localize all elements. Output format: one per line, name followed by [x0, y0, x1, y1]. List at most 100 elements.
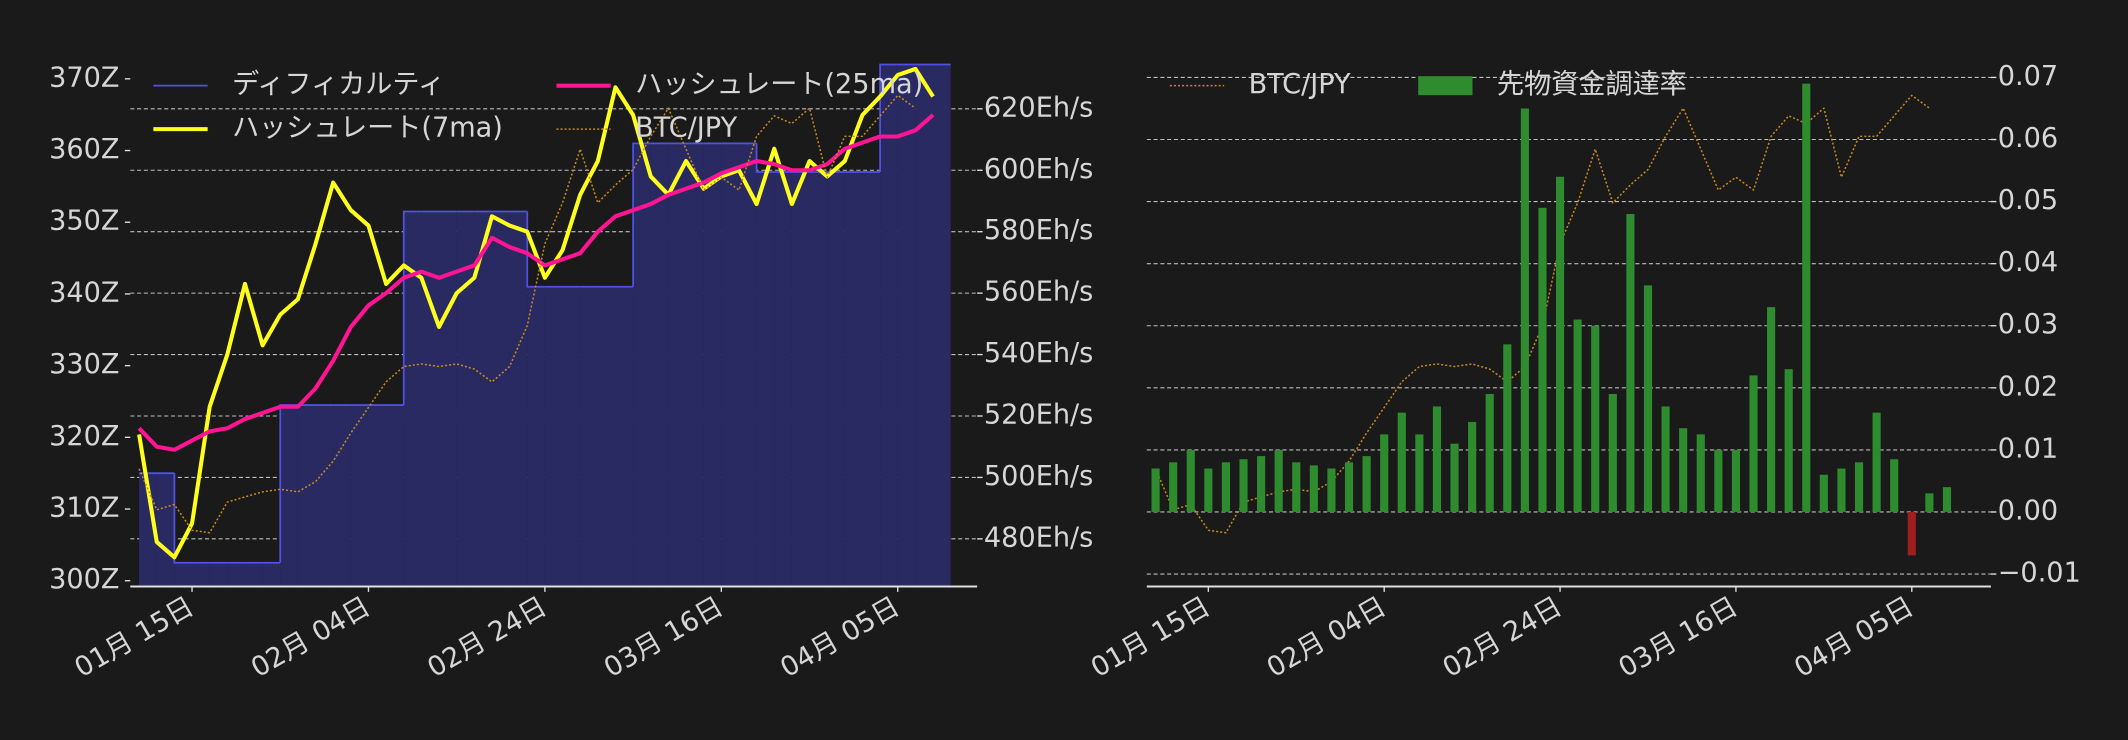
legend-label: ハッシュレート(7ma) — [232, 113, 503, 144]
legend-label: ハッシュレート(25ma) — [635, 69, 923, 100]
y-tick-label: 360Z — [49, 134, 119, 165]
bar — [1872, 412, 1881, 512]
y-tick-label: 370Z — [49, 62, 119, 93]
legend-swatch — [1418, 76, 1473, 96]
legend-label: 先物資金調達率 — [1497, 69, 1687, 100]
y2-tick-label: 500Eh/s — [984, 461, 1093, 492]
bar — [1837, 468, 1846, 512]
bar — [1679, 428, 1688, 512]
y2-tick-label: 540Eh/s — [984, 338, 1093, 369]
bar — [1327, 468, 1336, 512]
area-step — [597, 286, 616, 587]
y2-tick-label: 480Eh/s — [984, 522, 1093, 553]
y2-tick-label: 0.01 — [1998, 433, 2058, 464]
area-step — [262, 562, 281, 587]
line — [138, 94, 916, 534]
line — [137, 113, 935, 452]
bar — [1274, 449, 1283, 512]
bar — [1432, 406, 1442, 512]
area-step — [527, 286, 545, 587]
bar — [1362, 456, 1371, 512]
bar — [1344, 462, 1354, 512]
bar — [1608, 394, 1617, 512]
area-step — [244, 562, 263, 587]
area-step — [862, 172, 881, 587]
bar — [1819, 474, 1828, 512]
area-step — [827, 172, 845, 587]
area-step — [844, 172, 863, 587]
bar — [1204, 468, 1213, 512]
bar — [1292, 462, 1301, 512]
area-step — [368, 405, 387, 587]
area-step — [491, 211, 510, 587]
area-step — [156, 473, 175, 587]
area-step — [774, 172, 792, 587]
y-tick-label: 310Z — [49, 493, 119, 524]
bar — [1784, 369, 1793, 512]
area-step — [315, 405, 334, 587]
y2-tick-label: −0.01 — [1998, 558, 2081, 589]
bar — [1714, 449, 1723, 512]
y-tick-label: 340Z — [49, 277, 119, 308]
bar — [1257, 456, 1266, 512]
area-step — [703, 143, 722, 587]
bar — [1309, 465, 1318, 512]
area-step — [668, 143, 687, 587]
area-step — [386, 405, 404, 587]
bar — [1591, 325, 1600, 512]
bar — [1538, 207, 1547, 512]
bar — [1573, 319, 1582, 512]
area-step — [756, 172, 775, 587]
y2-tick-label: 0.05 — [1998, 185, 2058, 216]
bar — [1925, 493, 1934, 512]
line — [137, 66, 935, 560]
area-step — [474, 211, 492, 587]
bar — [1169, 462, 1178, 512]
area-step — [439, 211, 457, 587]
y-tick-label: 330Z — [49, 349, 119, 380]
area-step — [738, 143, 757, 587]
bar — [1661, 406, 1670, 512]
area-step — [897, 64, 916, 587]
y2-tick-label: 580Eh/s — [984, 215, 1093, 246]
step-line — [632, 142, 651, 287]
area-step — [174, 562, 193, 587]
area-step — [809, 172, 828, 587]
area-step — [192, 562, 210, 587]
y2-tick-label: 0.02 — [1998, 371, 2058, 402]
bar — [1626, 214, 1635, 512]
y-tick-label: 320Z — [49, 421, 119, 452]
bar — [1151, 468, 1160, 512]
area-step — [915, 64, 934, 587]
bar — [1415, 434, 1424, 512]
bar — [1520, 108, 1529, 512]
bar — [1643, 285, 1653, 512]
y2-tick-label: 0.03 — [1998, 309, 2058, 340]
bar — [1749, 375, 1758, 512]
area-step — [544, 286, 563, 587]
bar — [1767, 307, 1776, 512]
plot-area — [137, 63, 951, 587]
y2-tick-label: 560Eh/s — [984, 277, 1093, 308]
y2-tick-label: 0.04 — [1998, 247, 2058, 278]
bar — [1555, 176, 1565, 512]
bar — [1186, 449, 1195, 512]
bar — [1397, 412, 1406, 512]
legend-label: BTC/JPY — [1249, 69, 1351, 100]
bar — [1854, 462, 1864, 512]
bar — [1239, 459, 1248, 512]
bar — [1450, 443, 1459, 512]
bar — [1907, 511, 1916, 556]
area-step — [791, 172, 810, 587]
area-step — [933, 64, 951, 587]
step-line — [402, 210, 422, 406]
area-step — [227, 562, 245, 587]
area-step — [509, 211, 528, 587]
bar — [1380, 434, 1389, 512]
bar — [1890, 459, 1899, 512]
area-step — [350, 405, 369, 587]
bar — [1696, 434, 1705, 512]
area-step — [580, 286, 598, 587]
